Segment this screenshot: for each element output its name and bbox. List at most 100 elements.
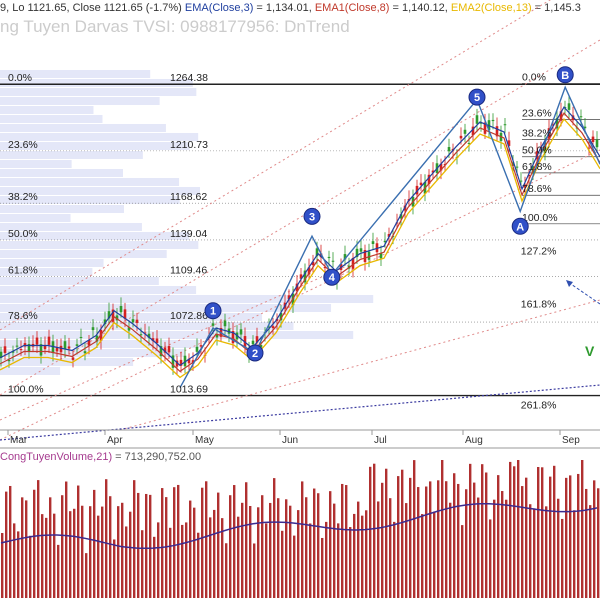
volume-bar	[153, 536, 156, 598]
fib-left-label: 0.0%	[8, 72, 32, 84]
wave-label-circle	[511, 217, 529, 235]
wave-label-text: 3	[309, 211, 315, 223]
candle-body	[515, 166, 519, 168]
volume-bar	[489, 519, 492, 598]
volume-bar	[413, 460, 416, 598]
volume-bar	[41, 514, 44, 598]
volume-bar	[581, 460, 584, 598]
candle-body	[579, 116, 583, 118]
candle-body	[183, 355, 187, 367]
profile-band	[0, 106, 94, 114]
volume-bar	[333, 503, 336, 598]
candle-body	[379, 253, 383, 259]
volume-bar	[213, 509, 216, 598]
volume-bar	[229, 495, 232, 598]
candle-body	[267, 326, 271, 328]
volume-bar	[497, 475, 500, 598]
fib-left-label: 100.0%	[8, 384, 44, 396]
profile-band	[0, 70, 151, 78]
volume-bar	[169, 527, 172, 598]
candle-body	[143, 332, 147, 334]
wave-label-text: B	[561, 70, 569, 82]
volume-bar	[145, 493, 148, 598]
candle-body	[171, 355, 175, 368]
candle-body	[447, 147, 451, 152]
candle-body	[439, 163, 443, 171]
candle-body	[127, 327, 131, 331]
volume-bar	[161, 488, 164, 598]
candle-body	[187, 358, 191, 364]
price-level-label: 1072.86	[170, 310, 208, 322]
volume-bar	[365, 510, 368, 598]
candle-body	[67, 346, 71, 349]
candle-body	[495, 126, 499, 137]
volume-bar	[129, 511, 132, 598]
fib-left-label: 78.6%	[8, 310, 38, 322]
volume-bar	[309, 523, 312, 598]
volume-bar	[597, 488, 600, 598]
wave-label-text: A	[516, 221, 524, 233]
candle-body	[543, 142, 547, 154]
volume-bars	[1, 460, 600, 598]
x-tick-label: Aug	[465, 435, 483, 446]
volume-bar	[541, 467, 544, 598]
volume-bar	[97, 515, 100, 598]
fib-right-label: 78.6%	[522, 183, 552, 195]
fib-left-label: 50.0%	[8, 228, 38, 240]
candle-body	[83, 351, 87, 354]
volume-bar	[177, 484, 180, 598]
candle-body	[115, 315, 119, 321]
profile-band	[0, 97, 160, 105]
volume-bar	[113, 539, 116, 598]
candle-body	[287, 295, 291, 300]
wave-label-circle	[303, 207, 321, 225]
candle-body	[119, 305, 123, 313]
volume-bar	[197, 532, 200, 598]
volume-bar	[269, 502, 272, 598]
wave-label-circle	[556, 66, 574, 84]
profile-band	[0, 160, 72, 168]
candle-body	[35, 337, 39, 345]
candle-body	[95, 335, 99, 342]
ema1-line	[0, 112, 600, 373]
volume-bar	[381, 482, 384, 598]
wave-labels: 1 2 3 4 5 A B	[204, 66, 574, 362]
candle-body	[591, 136, 595, 142]
candle-body	[519, 180, 523, 182]
fibonacci-labels: 0.0% 23.6% 38.2% 50.0% 61.8% 78.6% 100.0% 0.0% 2…	[8, 71, 558, 411]
candle-body	[471, 126, 475, 136]
volume-bar	[373, 463, 376, 598]
candle-body	[179, 359, 183, 366]
candle-body	[555, 118, 559, 129]
volume-bar	[449, 502, 452, 598]
volume-bar	[209, 517, 212, 598]
candle-body	[559, 111, 563, 121]
profile-band	[0, 241, 199, 249]
volume-bar	[385, 468, 388, 598]
price-level-label: 1210.73	[170, 139, 208, 151]
candle-body	[79, 336, 83, 338]
volume-bar	[281, 530, 284, 598]
volume-bar	[133, 480, 136, 598]
profile-band	[0, 232, 190, 240]
candle-body	[23, 343, 27, 347]
profile-band	[0, 142, 190, 150]
profile-band	[0, 178, 180, 186]
profile-band	[0, 88, 197, 96]
volume-bar	[301, 481, 304, 598]
volume-bar	[485, 472, 488, 598]
profile-band	[0, 304, 332, 312]
volume-bar	[573, 510, 576, 598]
volume-bar	[549, 476, 552, 598]
volume-bar	[409, 477, 412, 598]
candle-body	[215, 334, 219, 338]
candle-body	[415, 185, 419, 195]
candle-body	[523, 184, 527, 188]
volume-bar	[565, 477, 568, 598]
candle-body	[507, 140, 511, 146]
volume-bar	[369, 466, 372, 598]
profile-band	[0, 205, 124, 213]
candle-body	[491, 119, 495, 122]
volume-bar	[105, 479, 108, 598]
price-level-label: 1168.62	[170, 191, 207, 203]
